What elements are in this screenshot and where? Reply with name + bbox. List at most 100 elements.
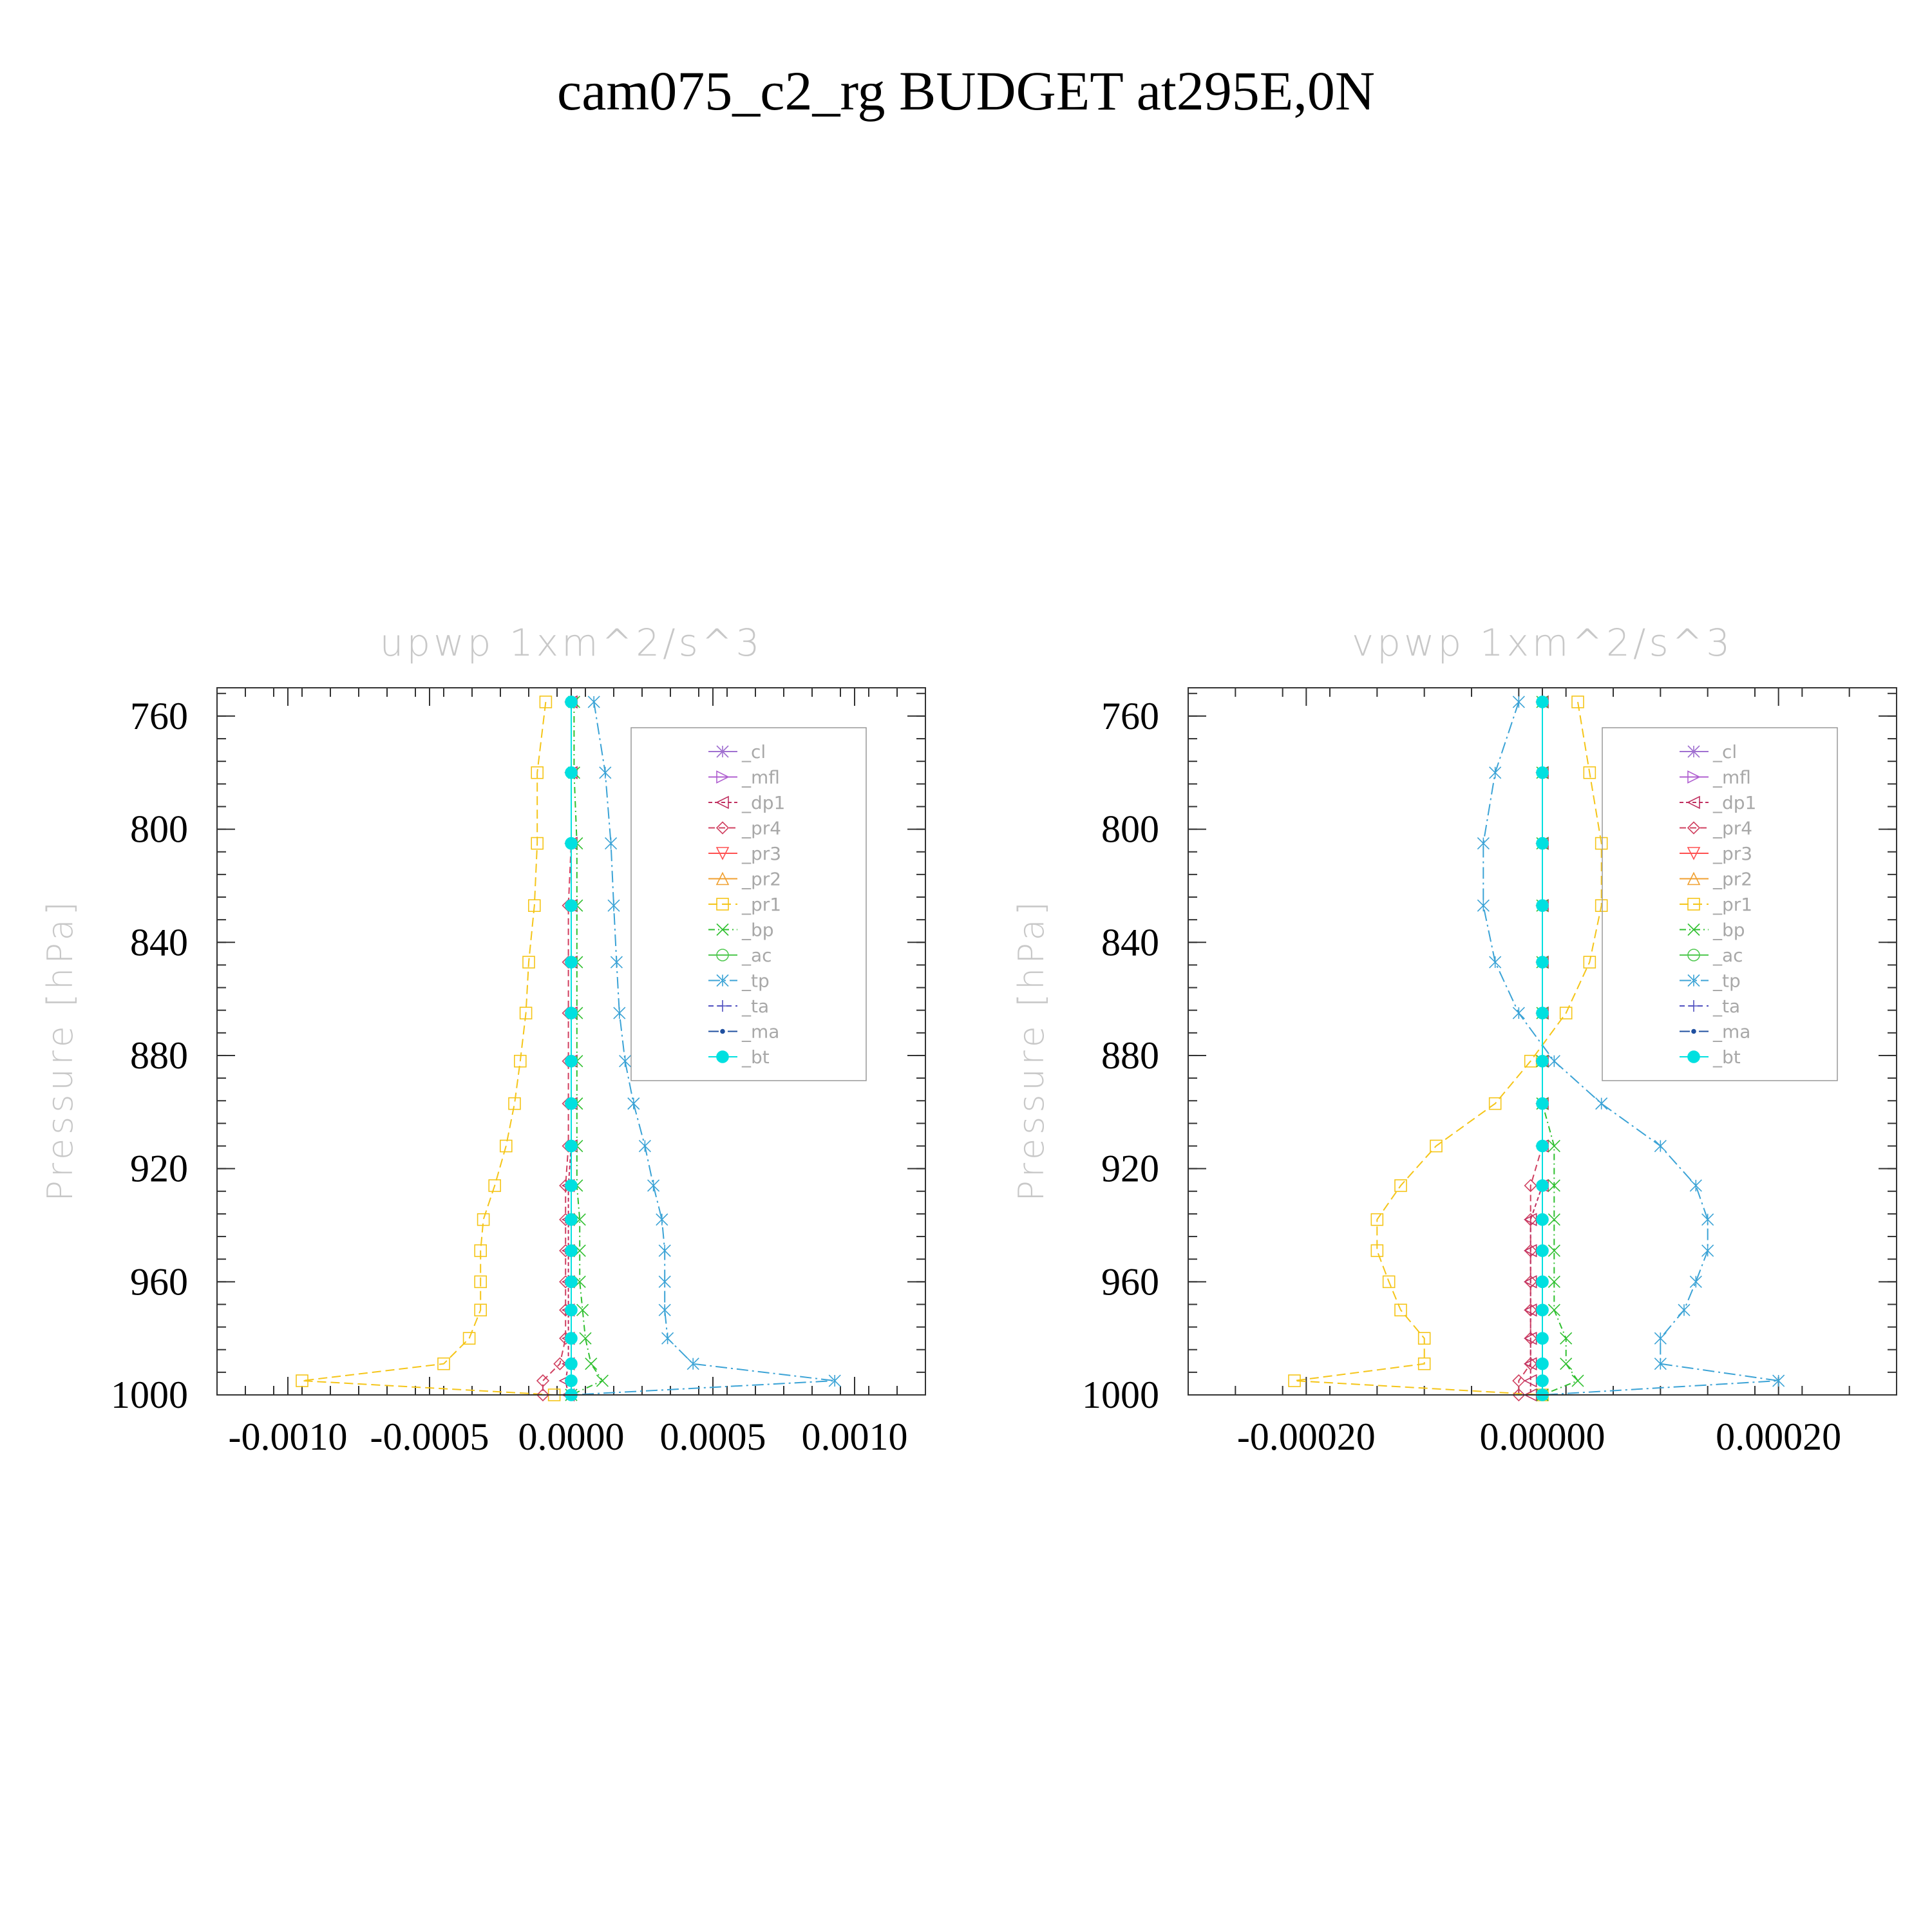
- upwp-point-bt: [565, 1244, 578, 1257]
- vpwp-point-tp: [1512, 696, 1525, 708]
- vpwp-point-tp: [1489, 766, 1502, 779]
- vpwp-point-tp: [1654, 1139, 1667, 1153]
- vpwp-legend-marker: [1687, 795, 1700, 810]
- vpwp-point-bt: [1536, 1054, 1549, 1068]
- upwp-point-pr1: [474, 1244, 488, 1257]
- vpwp-point-pr4: [1512, 1374, 1526, 1388]
- upwp-point-bt: [565, 1213, 578, 1226]
- vpwp-point-pr1: [1430, 1139, 1443, 1153]
- vpwp-legend-label: _dp1: [1712, 792, 1756, 813]
- vpwp-point-bt: [1536, 1007, 1549, 1019]
- upwp-point-tp: [638, 1139, 651, 1153]
- upwp-point-pr1: [513, 1054, 527, 1068]
- vpwp-legend-marker: [1687, 923, 1700, 936]
- vpwp-point-bt: [1536, 1374, 1549, 1387]
- vpwp-xtick-label: -0.00020: [1237, 1416, 1376, 1458]
- upwp-point-pr1: [531, 766, 544, 779]
- vpwp-point-bt: [1536, 1213, 1549, 1226]
- upwp-legend-label: _mfl: [741, 767, 780, 788]
- upwp-legend-marker: [716, 770, 730, 784]
- vpwp-point-pr1: [1595, 837, 1608, 850]
- vpwp-ytick-label: 880: [1101, 1034, 1159, 1077]
- upwp-point-bt: [565, 1275, 578, 1289]
- upwp-tick-labels: -0.0010 -0.0005 0.0000 0.0005 0.0010 760 800 84…: [111, 695, 908, 1458]
- vpwp-legend-marker: [1687, 949, 1700, 961]
- upwp-legend-label: _ta: [741, 996, 769, 1017]
- upwp-legend-label: _bt: [741, 1046, 770, 1068]
- upwp-series-line-dp1: [565, 702, 572, 1396]
- vpwp-point-bp: [1548, 1275, 1560, 1288]
- vpwp-point-bp: [1548, 1179, 1560, 1192]
- vpwp-ytick-label: 1000: [1082, 1374, 1159, 1416]
- vpwp-legend-label: _mfl: [1712, 767, 1751, 788]
- upwp-point-bp: [596, 1374, 609, 1387]
- upwp-series-line-tp: [571, 701, 835, 1396]
- upwp-point-pr1: [296, 1374, 308, 1387]
- upwp-ytick-label: 800: [130, 808, 188, 851]
- upwp-point-bt: [565, 1357, 578, 1370]
- vpwp-point-bt: [1536, 1303, 1549, 1317]
- upwp-point-bt: [565, 1179, 578, 1192]
- vpwp-ytick-label: 960: [1101, 1260, 1159, 1303]
- upwp-xtick-label: 0.0010: [802, 1416, 908, 1458]
- vpwp-point-bt: [1536, 1332, 1549, 1345]
- upwp-xtick-label: 0.0005: [660, 1416, 766, 1458]
- upwp-title: upwp 1xm^2/s^3: [380, 621, 763, 665]
- vpwp-legend-marker: [1688, 1000, 1700, 1012]
- upwp-ytick-label: 1000: [111, 1374, 188, 1416]
- upwp-point-pr1: [522, 956, 535, 969]
- vpwp-legend-box: [1602, 727, 1838, 1081]
- upwp-point-bp: [579, 1332, 592, 1345]
- vpwp-point-bp: [1548, 1213, 1560, 1226]
- vpwp-point-bp: [1560, 1358, 1573, 1370]
- upwp-xtick-label: 0.0000: [518, 1416, 625, 1458]
- vpwp-point-pr1: [1488, 1097, 1502, 1110]
- upwp-point-pr4: [536, 1374, 550, 1388]
- upwp-legend-marker: [717, 1000, 728, 1012]
- vpwp-ytick-label: 920: [1101, 1148, 1159, 1190]
- vpwp-point-bp: [1571, 1374, 1584, 1387]
- vpwp-ytick-label: 760: [1101, 695, 1159, 737]
- upwp-legend-label: _tp: [741, 971, 770, 992]
- vpwp-series: [1288, 695, 1785, 1402]
- vpwp-point-pr1: [1571, 696, 1584, 708]
- upwp-point-pr1: [499, 1139, 513, 1153]
- vpwp-point-tp: [1512, 1007, 1525, 1019]
- upwp-series-line-bp: [571, 702, 603, 1396]
- upwp-legend-marker: [716, 745, 729, 758]
- vpwp-legend-label: _pr1: [1712, 894, 1752, 915]
- vpwp-legend-marker: [1687, 898, 1700, 911]
- vpwp-series-line-bp: [1542, 702, 1579, 1396]
- upwp-point-bt: [565, 1374, 578, 1387]
- upwp-legend-label: _pr3: [741, 843, 781, 864]
- upwp-point-pr4: [536, 1388, 550, 1402]
- vpwp-point-tp: [1701, 1244, 1714, 1257]
- vpwp-legend-label: _cl: [1712, 741, 1737, 762]
- vpwp-point-tp: [1654, 1358, 1667, 1370]
- vpwp-point-bt: [1536, 899, 1549, 912]
- upwp-point-bt: [565, 1332, 578, 1345]
- vpwp-xtick-label: 0.00020: [1716, 1416, 1841, 1458]
- upwp-legend-label: _ma: [741, 1021, 779, 1043]
- upwp-point-bp: [576, 1303, 589, 1316]
- vpwp-point-bt: [1536, 1357, 1549, 1370]
- upwp-point-tp: [658, 1244, 671, 1257]
- upwp-point-pr4: [553, 1357, 567, 1370]
- upwp-ytick-label: 760: [130, 695, 188, 737]
- vpwp-point-bp: [1548, 1244, 1560, 1257]
- upwp-legend-marker: [716, 974, 729, 987]
- upwp-ytick-label: 840: [130, 921, 188, 963]
- vpwp-legend-marker: [1687, 847, 1701, 860]
- upwp-point-tp: [607, 899, 620, 912]
- upwp-point-pr1: [477, 1213, 490, 1226]
- vpwp-plot-frame: [1188, 687, 1897, 1396]
- vpwp-legend-marker: [1687, 745, 1700, 758]
- upwp-legend-label: _bp: [741, 920, 774, 941]
- vpwp-point-pr1: [1559, 1007, 1573, 1019]
- vpwp-title: vpwp 1xm^2/s^3: [1352, 621, 1733, 665]
- upwp-point-pr1: [519, 1007, 533, 1019]
- upwp-point-tp: [661, 1332, 674, 1345]
- upwp-point-bt: [565, 766, 578, 779]
- upwp-legend-marker: [716, 949, 729, 961]
- vpwp-legend-label: _pr3: [1712, 843, 1752, 864]
